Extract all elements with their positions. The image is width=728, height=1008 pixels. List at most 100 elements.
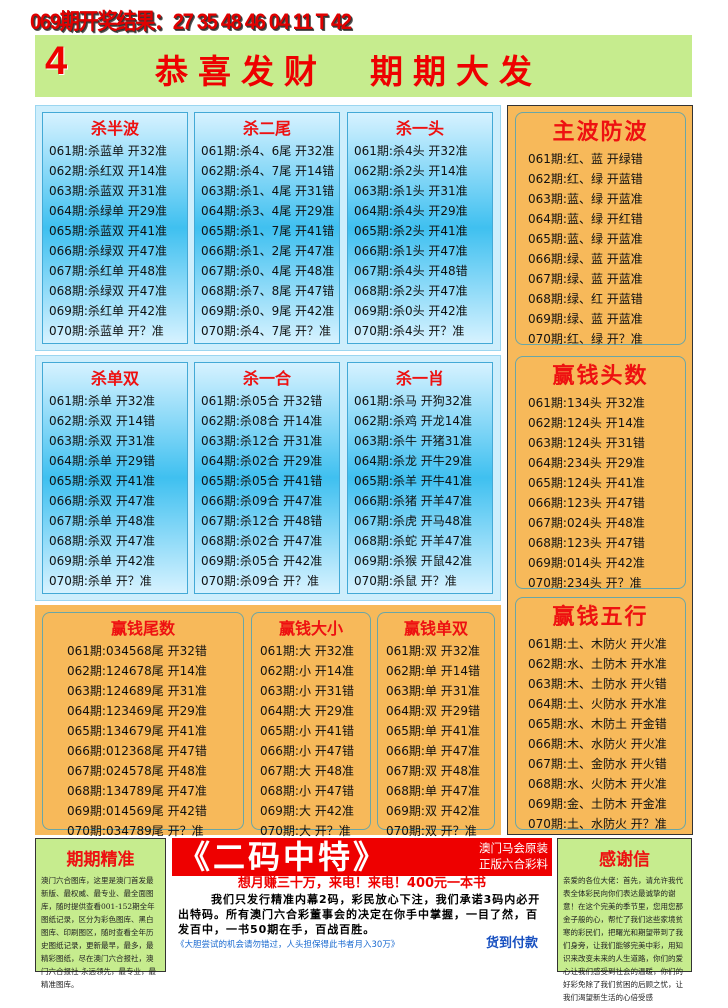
list-item: 064期:123469尾 开29准: [67, 704, 207, 718]
list-item: 069期:杀猴 开鼠42准: [354, 554, 473, 568]
panel-title: 主波防波: [552, 120, 649, 145]
panel-title: 杀一肖: [395, 369, 444, 388]
list-item: 066期:杀09合 开47准: [201, 494, 323, 508]
list-item: 070期:234头 开？准: [528, 576, 642, 590]
list-item: 067期:双 开48准: [386, 764, 481, 778]
ad-body: 我们只发行精准内幕2码，彩民放心下注，我们承诺3码内必开出特码。所有澳门六合彩董…: [178, 893, 541, 936]
list-item: 068期:杀双 开47准: [49, 534, 156, 548]
list-item: 069期:金、土防木 开金准: [528, 797, 667, 811]
list-item: 061期:杀05合 开32错: [201, 394, 323, 408]
list-item: 068期:123头 开47错: [528, 536, 645, 550]
list-item: 069期:杀红单 开42准: [49, 304, 168, 318]
list-item: 067期:024578尾 开48准: [67, 764, 207, 778]
list-item: 063期:杀蓝双 开31准: [49, 184, 168, 198]
list-item: 065期:小 开41错: [260, 724, 355, 738]
list-item: 069期:大 开42准: [260, 804, 355, 818]
panel-title: 赢钱头数: [552, 364, 649, 389]
list-item: 062期:杀08合 开14准: [201, 414, 323, 428]
list-item: 061期:双 开32准: [386, 644, 481, 658]
list-item: 066期:杀1、2尾 开47准: [201, 244, 335, 258]
list-item: 067期:杀12合 开48错: [201, 514, 323, 528]
list-item: 063期:杀1头 开31准: [354, 184, 468, 198]
list-item: 064期:杀龙 开牛29准: [354, 454, 473, 468]
list-item: 066期:绿、蓝 开蓝准: [528, 252, 643, 266]
list-item: 065期:124头 开41准: [528, 476, 645, 490]
list-item: 069期:杀05合 开42准: [201, 554, 323, 568]
list-item: 063期:木、土防水 开火错: [528, 677, 667, 691]
list-item: 070期:杀单 开？准: [49, 574, 152, 588]
list-item: 061期:杀4、6尾 开32准: [201, 144, 335, 158]
list-item: 065期:杀羊 开牛41准: [354, 474, 473, 488]
list-item: 064期:杀02合 开29准: [201, 454, 323, 468]
list-item: 066期:小 开47错: [260, 744, 355, 758]
list-item: 069期:绿、蓝 开蓝准: [528, 312, 643, 326]
list-item: 061期:大 开32准: [260, 644, 355, 658]
panel-right_panels-1: 赢钱头数 061期:134头 开32准 062期:124头 开14准 063期:124…: [515, 356, 686, 590]
list-item: 062期:水、土防木 开水准: [528, 657, 667, 671]
list-item: 066期:杀1头 开47准: [354, 244, 468, 258]
slogan: 恭喜发财 期期大发: [155, 52, 542, 91]
list-item: 070期:034789尾 开？准: [67, 824, 204, 838]
thanks-title: 感谢信: [599, 850, 650, 870]
list-item: 065期:水、木防土 开金错: [528, 717, 667, 731]
ad-sub1: 澳门马会原装: [479, 841, 548, 855]
list-item: 070期:土、水防火 开？准: [528, 817, 667, 831]
list-item: 069期:014569尾 开42错: [67, 804, 207, 818]
ad-slogan: 想月赚三十万，来电！来电！400元一本书: [237, 876, 487, 891]
list-item: 063期:蓝、绿 开蓝准: [528, 192, 643, 206]
list-item: 062期:杀红双 开14准: [49, 164, 168, 178]
panel-orange_panels-2: 赢钱单双 061期:双 开32准 062期:单 开14错 063期:单 开31准 064…: [377, 612, 495, 838]
accuracy-box: 期期精准 澳门六合图库，这里是澳门首发最新版、最权威、最专业、最全面图库，随时提…: [35, 838, 166, 989]
list-item: 066期:杀猪 开羊47准: [354, 494, 473, 508]
list-item: 070期:红、绿 开？准: [528, 332, 643, 346]
list-item: 070期:杀鼠 开？准: [354, 574, 457, 588]
list-item: 067期:杀4头 开48错: [354, 264, 468, 278]
list-item: 068期:绿、红 开蓝错: [528, 292, 643, 306]
list-item: 068期:小 开47错: [260, 784, 355, 798]
list-item: 067期:杀红单 开48准: [49, 264, 168, 278]
panel-blue_panels-3: 杀单双 061期:杀单 开32准 062期:杀双 开14错 063期:杀双 开31准 0…: [42, 362, 188, 594]
accuracy-title: 期期精准: [66, 850, 135, 870]
list-item: 063期:杀牛 开猪31准: [354, 434, 473, 448]
list-item: 066期:杀双 开47准: [49, 494, 156, 508]
list-item: 069期:014头 开42准: [528, 556, 645, 570]
list-item: 067期:024头 开48准: [528, 516, 645, 530]
panel-orange_panels-0: 赢钱尾数 061期:034568尾 开32错 062期:124678尾 开14准 06…: [42, 612, 244, 838]
list-item: 063期:小 开31错: [260, 684, 355, 698]
list-item: 065期:134679尾 开41准: [67, 724, 207, 738]
list-item: 064期:土、火防水 开水准: [528, 697, 667, 711]
list-item: 067期:大 开48准: [260, 764, 355, 778]
list-item: 064期:杀绿单 开29准: [49, 204, 168, 218]
list-item: 068期:单 开47准: [386, 784, 481, 798]
list-item: 061期:034568尾 开32错: [67, 644, 207, 658]
list-item: 069期:杀单 开42准: [49, 554, 156, 568]
list-item: 069期:双 开42准: [386, 804, 481, 818]
list-item: 064期:蓝、绿 开红错: [528, 212, 643, 226]
list-item: 065期:杀蓝双 开41准: [49, 224, 168, 238]
list-item: 062期:杀双 开14错: [49, 414, 156, 428]
panel-blue_panels-1: 杀二尾 061期:杀4、6尾 开32准 062期:杀4、7尾 开14错 063期:杀1…: [194, 112, 340, 344]
panel-title: 杀单双: [90, 369, 139, 388]
panel-blue_panels-4: 杀一合 061期:杀05合 开32错 062期:杀08合 开14准 063期:杀12合…: [194, 362, 340, 594]
list-item: 068期:水、火防木 开火准: [528, 777, 667, 791]
list-item: 066期:杀绿双 开47准: [49, 244, 168, 258]
list-item: 070期:杀4、7尾 开？准: [201, 324, 332, 338]
ad-title: 《二码中特》: [178, 838, 389, 876]
list-item: 070期:杀09合 开？准: [201, 574, 320, 588]
thanks-text: 亲爱的各位大佬：首先，请允许我代表全体彩民向你们表达最诚挚的谢意！在这个完美的季…: [563, 876, 683, 1002]
list-item: 068期:杀2头 开47准: [354, 284, 468, 298]
list-item: 067期:杀0、4尾 开48准: [201, 264, 335, 278]
list-item: 062期:杀4、7尾 开14错: [201, 164, 335, 178]
list-item: 062期:红、绿 开蓝错: [528, 172, 643, 186]
list-item: 069期:杀0、9尾 开42准: [201, 304, 335, 318]
list-item: 061期:红、蓝 开绿错: [528, 152, 643, 166]
list-item: 066期:123头 开47错: [528, 496, 645, 510]
list-item: 068期:杀绿双 开47准: [49, 284, 168, 298]
panel-orange_panels-1: 赢钱大小 061期:大 开32准 062期:小 开14准 063期:小 开31错 064…: [251, 612, 371, 838]
panel-right_panels-0: 主波防波 061期:红、蓝 开绿错 062期:红、绿 开蓝错 063期:蓝、绿 开蓝准…: [515, 112, 686, 346]
list-item: 066期:单 开47准: [386, 744, 481, 758]
panel-right_panels-2: 赢钱五行 061期:土、木防火 开火准 062期:水、土防木 开水准 063期:木、土…: [515, 597, 686, 831]
list-item: 064期:杀4头 开29准: [354, 204, 468, 218]
ad-footnote: 《大胆尝试的机会请勿错过，人头担保得此书者月入30万》: [176, 940, 400, 950]
cod-link[interactable]: 货到付款: [485, 936, 538, 951]
